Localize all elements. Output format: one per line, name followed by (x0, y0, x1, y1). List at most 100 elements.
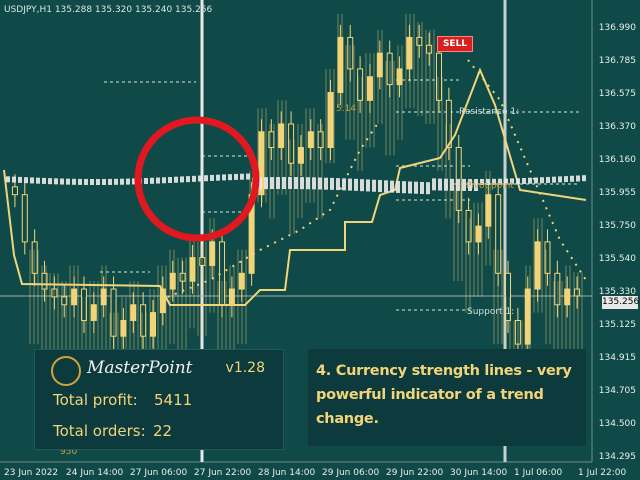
candle (327, 91, 334, 149)
strength-band-segment (264, 177, 268, 190)
candle (288, 123, 295, 164)
strength-band-segment (132, 178, 136, 185)
candle (406, 36, 413, 70)
time-tick: 29 Jun 06:00 (322, 468, 380, 478)
strength-band-segment (210, 174, 214, 181)
strength-band-segment (234, 173, 238, 180)
strength-band-segment (510, 178, 514, 185)
strength-band-segment (558, 176, 562, 183)
strength-band-segment (360, 179, 364, 192)
strength-band-segment (222, 174, 226, 181)
strength-band-segment (6, 176, 10, 183)
strength-band-segment (42, 177, 46, 184)
strength-band-segment (72, 178, 76, 185)
price-tick: 134.705 (598, 386, 636, 396)
strength-band-segment (480, 178, 484, 185)
strength-band-segment (180, 176, 184, 183)
strength-band-segment (396, 180, 400, 193)
time-tick: 1 Jul 06:00 (514, 468, 563, 478)
price-tick: 135.955 (598, 188, 636, 198)
strength-band-segment (414, 181, 418, 194)
trend-line (3, 67, 587, 306)
candle (436, 52, 442, 101)
strength-band-segment (342, 178, 346, 191)
price-tick: 135.125 (598, 320, 636, 330)
candle (258, 131, 265, 196)
strength-band-segment (534, 177, 538, 184)
strength-band-segment (192, 175, 196, 182)
strength-band-segment (66, 178, 70, 185)
candle (505, 272, 512, 321)
candle (416, 36, 423, 46)
time-tick: 30 Jun 14:00 (450, 468, 508, 478)
strength-band-segment (390, 180, 394, 193)
strength-band-segment (162, 177, 166, 184)
strength-band-segment (336, 178, 340, 191)
strength-band-segment (174, 176, 178, 183)
price-tick: 134.915 (598, 353, 636, 363)
strength-band-segment (18, 176, 22, 183)
strength-band-segment (12, 176, 16, 183)
masterpoint-panel: MasterPoint v1.28 Total profit: 5411 Tot… (34, 349, 284, 450)
strength-band-segment (492, 178, 496, 185)
version-label: v1.28 (225, 360, 265, 376)
strength-band-segment (438, 178, 442, 191)
candle (574, 288, 581, 297)
strength-band-segment (498, 178, 502, 185)
candle (179, 272, 186, 282)
candle (278, 123, 285, 149)
pivot-label: Pivot point (466, 181, 514, 191)
sell-signal-badge[interactable]: SELL (437, 36, 473, 52)
price-tick: 136.160 (598, 155, 636, 165)
strength-band-segment (384, 180, 388, 193)
strength-band-segment (90, 178, 94, 185)
strength-band-segment (276, 177, 280, 190)
resistance-label: Resistance 1: (459, 107, 520, 117)
strength-band-segment (120, 178, 124, 185)
strength-band-segment (306, 177, 310, 190)
candle (140, 304, 147, 337)
strength-band-segment (432, 178, 436, 191)
strength-band-segment (318, 177, 322, 190)
strength-band-segment (450, 178, 454, 191)
strength-band-segment (324, 177, 328, 190)
candle (445, 99, 452, 149)
strength-band-segment (126, 178, 130, 185)
strength-band-segment (552, 176, 556, 183)
candle (426, 44, 433, 54)
strength-band-segment (402, 181, 406, 194)
strength-band-segment (522, 177, 526, 184)
strength-band-segment (144, 178, 148, 185)
strength-band-segment (198, 175, 202, 182)
lion-logo-icon (51, 356, 81, 386)
strength-band-segment (36, 177, 40, 184)
level-mark: 5.14 (336, 104, 357, 114)
strength-band-segment (570, 175, 574, 182)
strength-band-segment (378, 180, 382, 193)
strength-band-segment (270, 177, 274, 190)
candle (169, 272, 176, 290)
price-tick: 135.540 (598, 254, 636, 264)
strength-band-segment (60, 178, 64, 185)
candle (317, 131, 324, 149)
strength-band-segment (540, 177, 544, 184)
strength-band-segment (444, 178, 448, 191)
strength-band-segment (282, 177, 286, 190)
orders-label: Total orders: (53, 422, 146, 440)
candle (307, 131, 314, 149)
strength-band-segment (84, 178, 88, 185)
price-tick: 136.785 (598, 56, 636, 66)
support-label: Support 1: (467, 307, 515, 317)
strength-band-segment (456, 178, 460, 191)
strength-band-segment (348, 178, 352, 191)
price-tick: 135.330 (598, 287, 636, 297)
profit-label: Total profit: (53, 391, 138, 409)
candle (21, 194, 28, 243)
strength-band-segment (582, 175, 586, 182)
strength-band-segment (30, 177, 34, 184)
strength-band-segment (294, 177, 298, 190)
current-price-tag: 135.256 (602, 296, 640, 309)
time-tick: 28 Jun 14:00 (258, 468, 316, 478)
